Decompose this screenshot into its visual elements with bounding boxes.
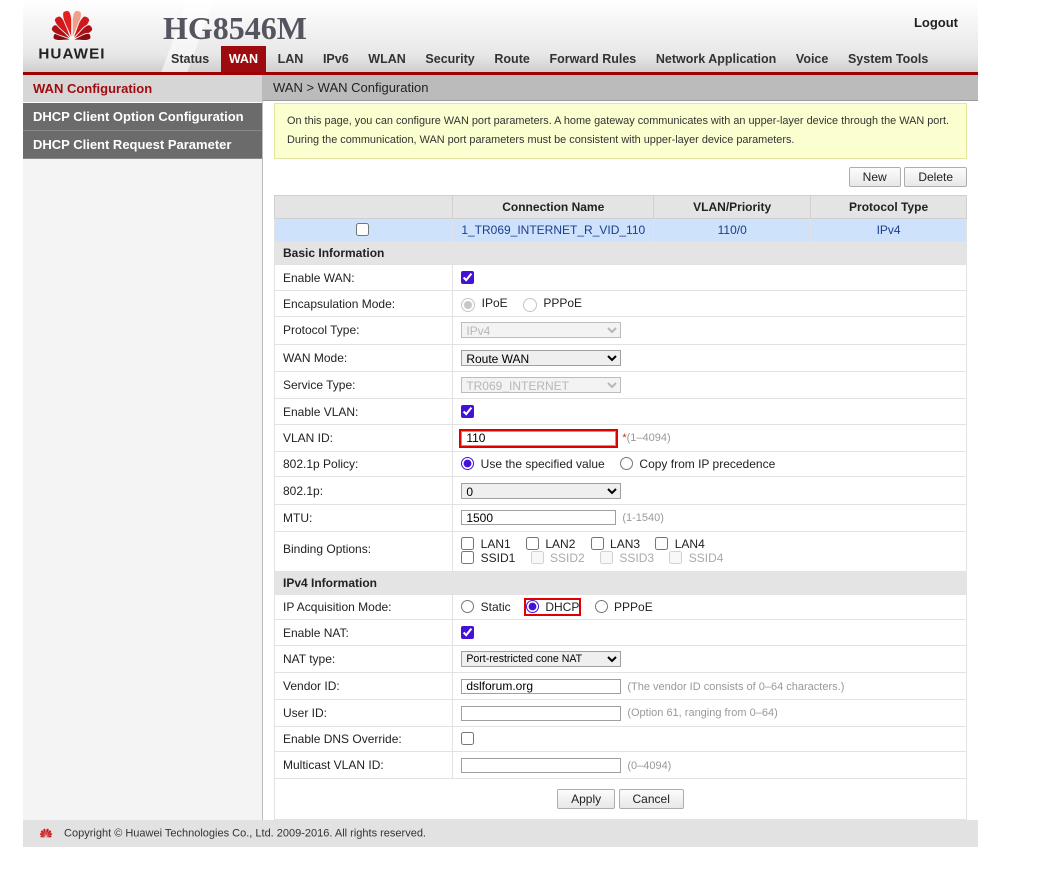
svg-text:HUAWEI: HUAWEI (38, 45, 105, 62)
